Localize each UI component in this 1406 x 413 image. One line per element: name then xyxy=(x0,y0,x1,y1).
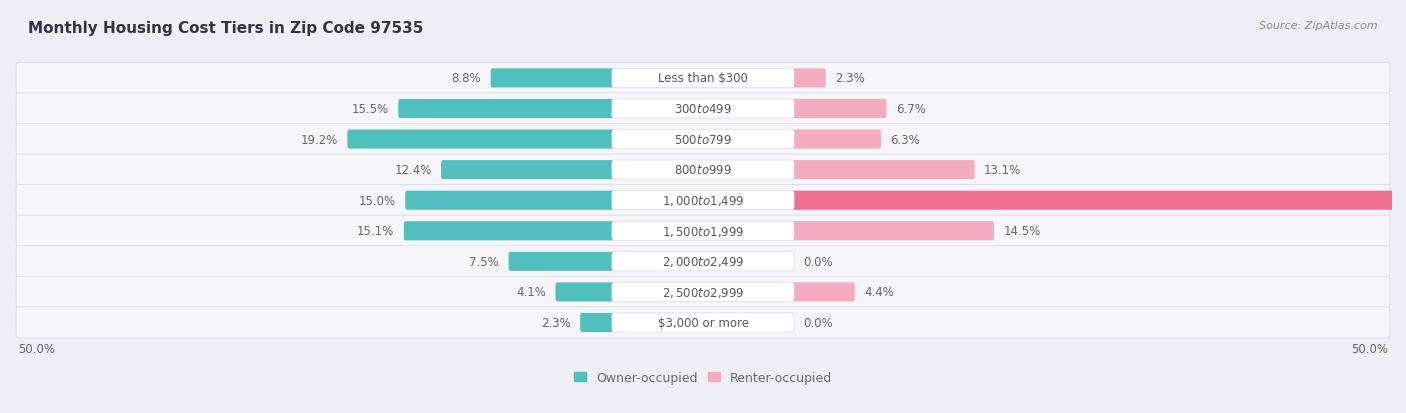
Text: 19.2%: 19.2% xyxy=(301,133,337,146)
Text: 7.5%: 7.5% xyxy=(470,255,499,268)
FancyBboxPatch shape xyxy=(398,100,614,119)
FancyBboxPatch shape xyxy=(15,94,1391,125)
FancyBboxPatch shape xyxy=(581,313,614,332)
Text: 14.5%: 14.5% xyxy=(1004,225,1040,238)
Text: Source: ZipAtlas.com: Source: ZipAtlas.com xyxy=(1260,21,1378,31)
FancyBboxPatch shape xyxy=(612,282,794,302)
Text: 0.0%: 0.0% xyxy=(804,255,834,268)
FancyBboxPatch shape xyxy=(15,307,1391,338)
FancyBboxPatch shape xyxy=(15,63,1391,94)
Text: 12.4%: 12.4% xyxy=(394,164,432,177)
FancyBboxPatch shape xyxy=(612,161,794,180)
Text: 4.4%: 4.4% xyxy=(865,286,894,299)
FancyBboxPatch shape xyxy=(441,161,614,180)
FancyBboxPatch shape xyxy=(491,69,614,88)
Text: 15.5%: 15.5% xyxy=(352,103,389,116)
FancyBboxPatch shape xyxy=(612,252,794,271)
Text: 6.7%: 6.7% xyxy=(896,103,925,116)
FancyBboxPatch shape xyxy=(555,282,614,302)
Text: 50.0%: 50.0% xyxy=(18,342,55,355)
Text: 4.1%: 4.1% xyxy=(516,286,546,299)
Text: 0.0%: 0.0% xyxy=(804,316,834,329)
FancyBboxPatch shape xyxy=(792,100,886,119)
FancyBboxPatch shape xyxy=(509,252,614,271)
Text: $1,000 to $1,499: $1,000 to $1,499 xyxy=(662,194,744,208)
Text: Less than $300: Less than $300 xyxy=(658,72,748,85)
Text: $2,500 to $2,999: $2,500 to $2,999 xyxy=(662,285,744,299)
Text: 15.0%: 15.0% xyxy=(359,194,395,207)
Text: $300 to $499: $300 to $499 xyxy=(673,103,733,116)
FancyBboxPatch shape xyxy=(612,130,794,149)
FancyBboxPatch shape xyxy=(15,277,1391,308)
FancyBboxPatch shape xyxy=(612,100,794,119)
FancyBboxPatch shape xyxy=(612,191,794,210)
Text: $800 to $999: $800 to $999 xyxy=(673,164,733,177)
Text: $2,000 to $2,499: $2,000 to $2,499 xyxy=(662,255,744,269)
FancyBboxPatch shape xyxy=(792,222,994,241)
FancyBboxPatch shape xyxy=(15,124,1391,155)
FancyBboxPatch shape xyxy=(15,185,1391,216)
FancyBboxPatch shape xyxy=(792,130,882,149)
Text: $500 to $799: $500 to $799 xyxy=(673,133,733,146)
Text: 13.1%: 13.1% xyxy=(984,164,1021,177)
FancyBboxPatch shape xyxy=(405,191,614,210)
Text: 15.1%: 15.1% xyxy=(357,225,394,238)
FancyBboxPatch shape xyxy=(792,191,1406,210)
Text: 50.0%: 50.0% xyxy=(1351,342,1388,355)
Legend: Owner-occupied, Renter-occupied: Owner-occupied, Renter-occupied xyxy=(574,371,832,384)
FancyBboxPatch shape xyxy=(15,216,1391,247)
Text: 2.3%: 2.3% xyxy=(541,316,571,329)
FancyBboxPatch shape xyxy=(792,69,825,88)
FancyBboxPatch shape xyxy=(15,154,1391,186)
Text: Monthly Housing Cost Tiers in Zip Code 97535: Monthly Housing Cost Tiers in Zip Code 9… xyxy=(28,21,423,36)
FancyBboxPatch shape xyxy=(347,130,614,149)
FancyBboxPatch shape xyxy=(612,222,794,241)
Text: 2.3%: 2.3% xyxy=(835,72,865,85)
FancyBboxPatch shape xyxy=(15,246,1391,277)
FancyBboxPatch shape xyxy=(792,282,855,302)
Text: 6.3%: 6.3% xyxy=(890,133,920,146)
Text: 8.8%: 8.8% xyxy=(451,72,481,85)
FancyBboxPatch shape xyxy=(612,69,794,88)
FancyBboxPatch shape xyxy=(792,161,974,180)
Text: $3,000 or more: $3,000 or more xyxy=(658,316,748,329)
Text: $1,500 to $1,999: $1,500 to $1,999 xyxy=(662,224,744,238)
FancyBboxPatch shape xyxy=(612,313,794,332)
FancyBboxPatch shape xyxy=(404,222,614,241)
